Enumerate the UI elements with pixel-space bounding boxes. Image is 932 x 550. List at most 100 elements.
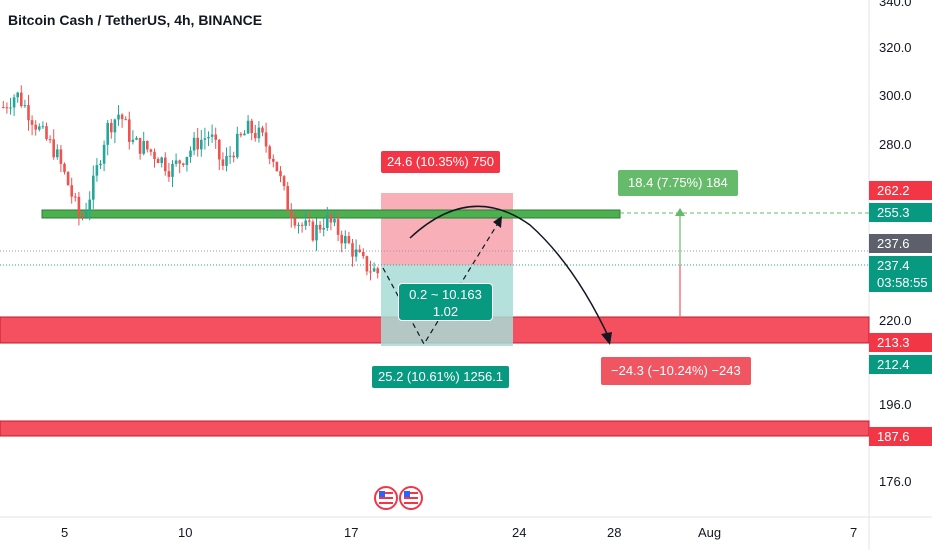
candle-body (290, 211, 293, 219)
last-price-tag: 237.6 (869, 234, 932, 253)
price-tick: 196.0 (879, 397, 912, 412)
candle-body (354, 249, 358, 257)
green-level-price-tag: 255.3 (869, 203, 932, 222)
candle-body (70, 185, 73, 197)
candle-body (207, 136, 210, 139)
candle-body (38, 126, 41, 130)
bar-countdown: 03:58:55 (877, 275, 928, 290)
candle-body (9, 107, 12, 109)
candle-body (297, 224, 300, 226)
candle-body (171, 163, 174, 177)
stop-label: 24.6 (10.35%) 750 (381, 151, 500, 173)
candle-body (239, 133, 243, 136)
candle-body (167, 171, 171, 177)
candle-body (135, 137, 138, 140)
candle-body (275, 161, 279, 172)
candle-body (88, 199, 91, 211)
current-price-value: 237.4 (877, 258, 910, 273)
candle-body (358, 249, 361, 252)
time-tick: Aug (698, 525, 722, 540)
chart-title: Bitcoin Cash / TetherUS, 4h, BINANCE (8, 12, 263, 28)
candle-body (279, 171, 282, 177)
zone-top-price-tag: 213.3 (869, 333, 932, 352)
candle-body (189, 150, 192, 157)
target-label: 25.2 (10.61%) 1256.1 (372, 366, 510, 388)
candle-body (131, 139, 135, 142)
candle-body (203, 138, 207, 140)
candle-body (336, 219, 340, 235)
candle-body (257, 127, 261, 139)
time-tick: 7 (850, 525, 858, 540)
candle-body (228, 155, 232, 157)
candle-body (99, 163, 102, 166)
candle-body (264, 132, 268, 147)
candle-body (27, 105, 30, 121)
current-price-tag: 237.4 03:58:55 (869, 256, 932, 292)
candle-body (74, 196, 77, 198)
candle-body (333, 219, 336, 223)
candle-body (142, 141, 145, 154)
candle-body (52, 139, 55, 158)
risk-reward-line2: 1.02 (432, 304, 459, 319)
projection-arc (409, 205, 611, 341)
stop-price-tag: 262.2 (869, 181, 932, 200)
candle-body (326, 214, 329, 228)
us-flag-icon[interactable] (374, 486, 398, 510)
candle-body (246, 120, 250, 134)
price-tick: 320.0 (879, 40, 912, 55)
measure-down-label: −24.3 (−10.24%) −243 (601, 357, 751, 385)
candle-body (192, 137, 196, 151)
candle-body (146, 141, 149, 150)
candle-body (56, 149, 59, 158)
candle-body (236, 133, 239, 158)
candle-body (268, 146, 271, 159)
candle-body (156, 158, 160, 164)
candle-body (318, 224, 322, 230)
candle-body (282, 176, 286, 187)
candle-body (210, 134, 214, 137)
candle-body (81, 216, 84, 218)
candle-body (164, 157, 167, 172)
price-tick: 220.0 (879, 313, 912, 328)
candle-body (5, 107, 9, 109)
candle-body (113, 119, 117, 133)
stop-zone[interactable] (381, 193, 513, 265)
dashed-arrowhead (493, 216, 502, 228)
candle-body (225, 156, 228, 166)
candle-body (178, 160, 181, 164)
target-price-tag: 212.4 (869, 355, 932, 374)
candle-body (124, 119, 127, 121)
candle-body (153, 151, 156, 159)
time-tick: 10 (178, 525, 193, 540)
candle-body (149, 149, 153, 152)
candle-body (138, 137, 142, 154)
candle-body (311, 221, 315, 241)
candle-body (214, 134, 217, 140)
candle-body (250, 120, 253, 133)
candle-body (63, 163, 66, 173)
candle-body (120, 114, 124, 120)
candle-body (34, 124, 37, 130)
candles (1, 85, 379, 281)
candle-body (160, 157, 163, 164)
candle-body (322, 227, 325, 230)
candle-body (261, 127, 264, 133)
candle-body (365, 256, 369, 272)
candle-body (128, 119, 131, 142)
risk-reward-line1: 0.2 ~ 10.163 (409, 287, 482, 302)
red-zone-lower[interactable] (0, 420, 870, 437)
candle-body (293, 218, 297, 226)
candle-body (221, 159, 225, 166)
time-tick: 17 (344, 525, 359, 540)
candle-body (286, 186, 289, 212)
time-tick: 28 (607, 525, 622, 540)
candle-body (243, 133, 246, 136)
candle-body (66, 172, 70, 186)
candle-body (362, 251, 365, 257)
candle-body (254, 132, 257, 139)
us-flag-icon[interactable] (399, 486, 423, 510)
candle-body (185, 156, 189, 165)
candle-body (344, 236, 347, 244)
candle-body (12, 97, 16, 108)
